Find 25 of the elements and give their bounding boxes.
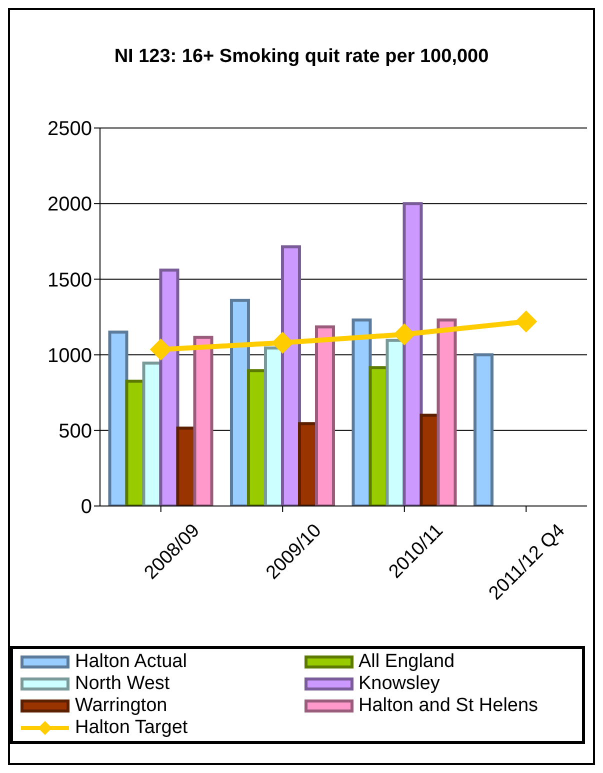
y-tick-label: 1000 <box>48 344 92 367</box>
point <box>272 332 294 354</box>
bar <box>314 325 335 506</box>
y-tick-label: 1500 <box>48 269 92 292</box>
legend-label: Halton Actual <box>75 651 187 673</box>
y-tick-label: 0 <box>80 496 92 518</box>
legend-label: All England <box>358 651 455 673</box>
point <box>515 310 538 333</box>
legend-label: Warrington <box>75 695 168 717</box>
y-tick-label: 2500 <box>48 118 92 140</box>
bar <box>280 245 301 506</box>
bar <box>473 353 494 506</box>
y-tick-label: 500 <box>58 420 92 442</box>
legend-label: Knowsley <box>358 673 440 695</box>
bar <box>193 336 214 506</box>
legend-label: North West <box>75 673 170 695</box>
y-tick-label: 2000 <box>48 194 92 216</box>
bar <box>436 318 457 506</box>
legend-label: Halton Target <box>75 717 188 739</box>
bar <box>159 268 180 506</box>
point <box>150 338 172 361</box>
chart-title: NI 123: 16+ Smoking quit rate per 100,000 <box>113 46 490 68</box>
point <box>393 323 416 346</box>
legend-label: Halton and St Helens <box>358 695 538 717</box>
bar <box>402 202 423 506</box>
